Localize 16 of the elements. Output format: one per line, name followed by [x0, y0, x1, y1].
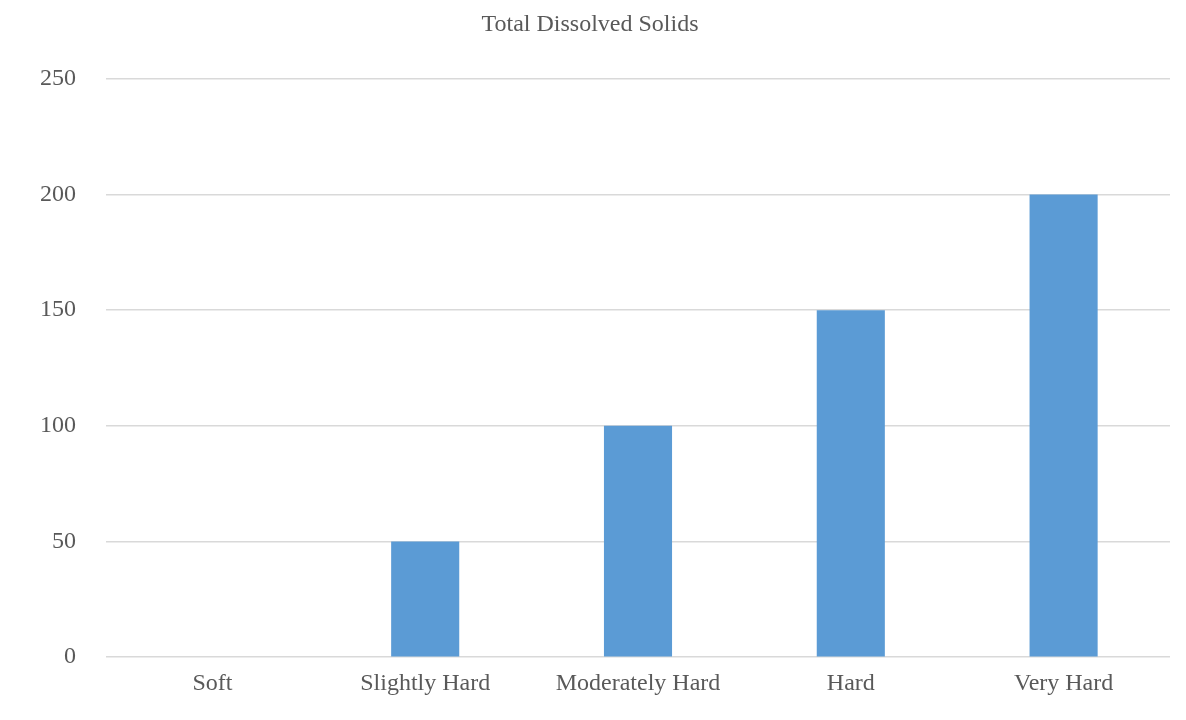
- x-tick-label: Very Hard: [1013, 668, 1114, 695]
- x-tick-label: Moderately Hard: [555, 668, 721, 695]
- y-tick-label: 100: [40, 411, 76, 438]
- y-tick-label: 50: [52, 526, 76, 553]
- x-tick-label: Soft: [192, 668, 233, 695]
- y-tick-label: 0: [64, 642, 76, 669]
- y-tick-label: 150: [40, 295, 76, 322]
- y-tick-label: 200: [40, 179, 76, 206]
- bar: [603, 425, 673, 657]
- x-tick-label: Hard: [826, 668, 875, 695]
- bar: [391, 541, 460, 657]
- bar: [1029, 194, 1098, 657]
- y-tick-label: 250: [40, 64, 76, 91]
- x-tick-label: Slightly Hard: [360, 668, 491, 695]
- bar: [816, 310, 885, 657]
- chart-title: Total Dissolved Solids: [481, 9, 699, 36]
